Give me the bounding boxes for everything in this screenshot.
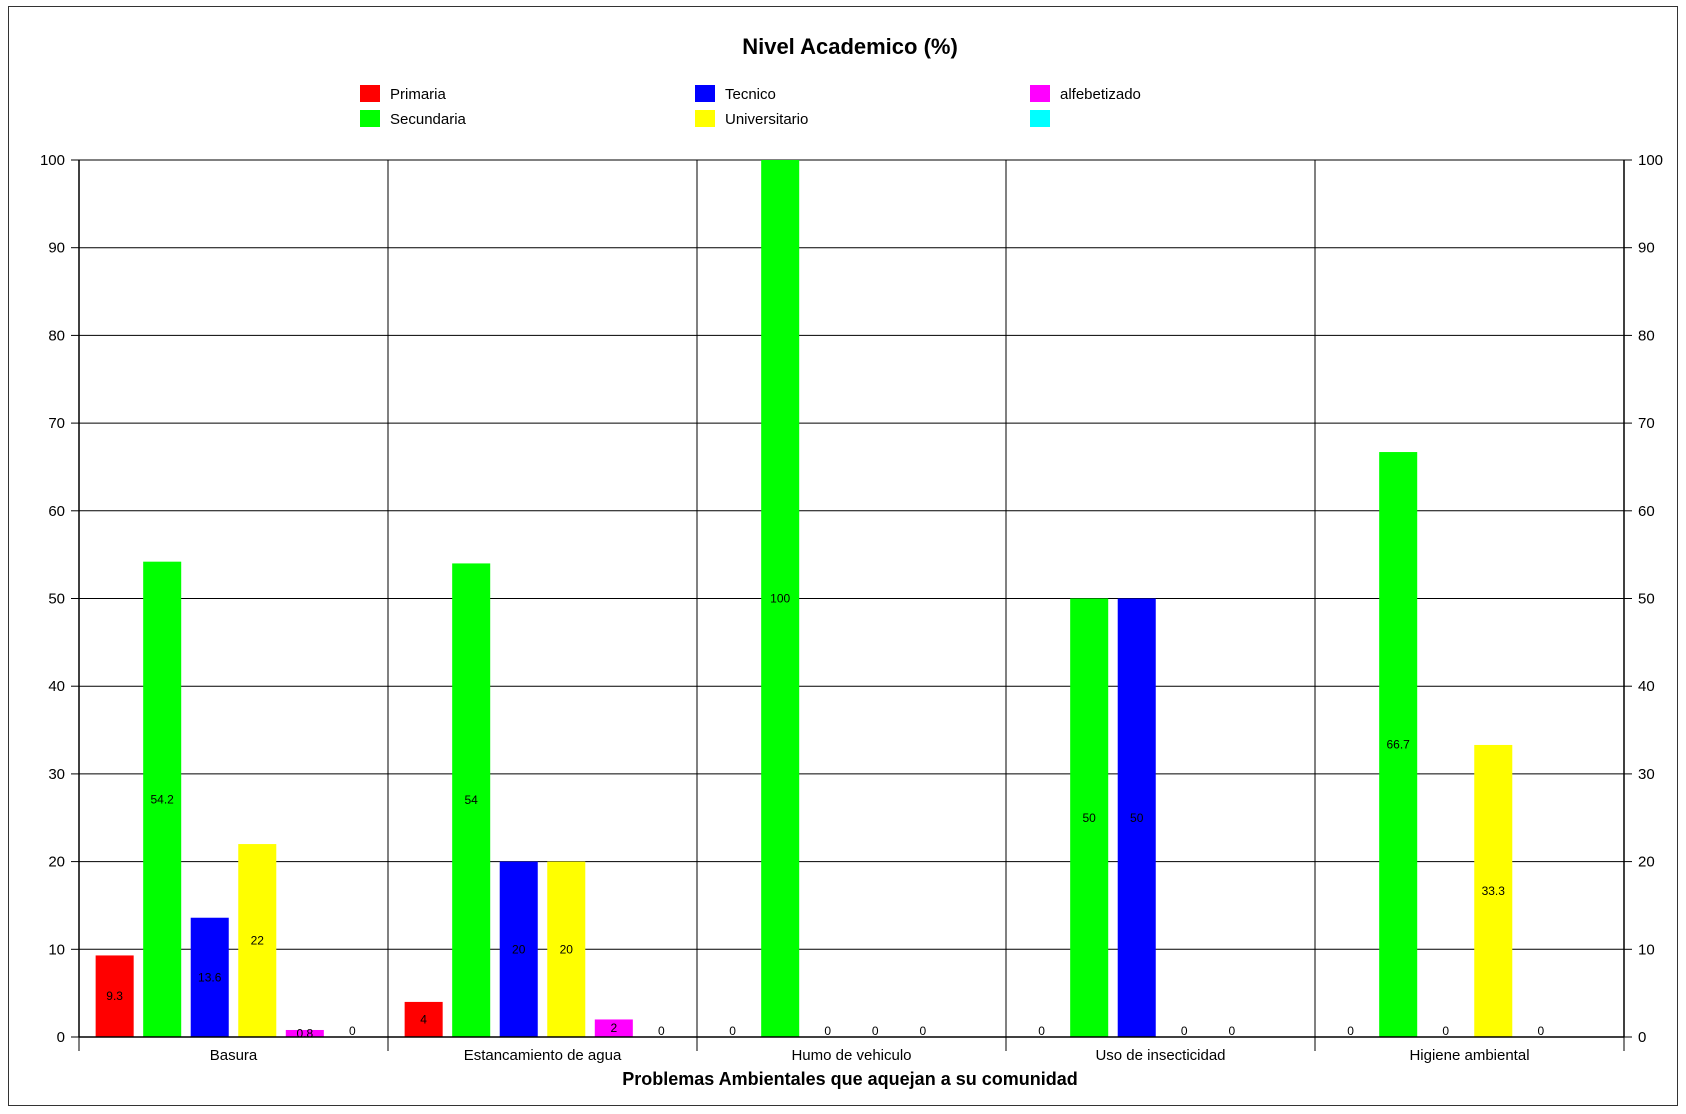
bar: [547, 861, 586, 1037]
data-label: 4: [420, 1012, 427, 1026]
y-tick-label-left: 0: [57, 1029, 65, 1046]
y-tick-label-left: 60: [48, 503, 65, 520]
legend-swatch: [695, 85, 715, 102]
y-tick-label-right: 20: [1638, 854, 1655, 871]
category-label: Basura: [210, 1047, 258, 1064]
data-label: 0: [1347, 1024, 1354, 1038]
legend-label: alfebetizado: [1060, 86, 1141, 103]
data-label: 66.7: [1387, 738, 1411, 752]
data-label: 22: [251, 934, 265, 948]
bar: [404, 1001, 443, 1037]
legend-swatch: [1030, 110, 1050, 127]
legend-swatch: [360, 85, 380, 102]
data-label: 0: [872, 1024, 879, 1038]
legend-swatch: [1030, 85, 1050, 102]
data-label: 54.2: [151, 792, 175, 806]
y-tick-label-right: 60: [1638, 503, 1655, 520]
y-tick-label-left: 40: [48, 678, 65, 695]
bar: [95, 955, 134, 1037]
data-label: 13.6: [198, 970, 222, 984]
y-tick-label-right: 100: [1638, 152, 1663, 169]
category-label: Higiene ambiental: [1409, 1047, 1529, 1064]
data-label: 0: [658, 1024, 665, 1038]
y-tick-label-left: 100: [40, 152, 65, 169]
y-tick-label-right: 0: [1638, 1029, 1646, 1046]
legend-label: Tecnico: [725, 86, 776, 103]
bar: [1474, 744, 1513, 1037]
y-tick-label-right: 40: [1638, 678, 1655, 695]
category-label: Humo de vehiculo: [791, 1047, 911, 1064]
data-label: 54: [465, 793, 479, 807]
bar: [285, 1029, 324, 1037]
legend-label: Primaria: [390, 86, 446, 103]
data-label: 50: [1083, 811, 1097, 825]
bar: [594, 1019, 633, 1037]
category-label: Estancamiento de agua: [464, 1047, 622, 1064]
bar: [143, 561, 182, 1037]
legend-swatch: [695, 110, 715, 127]
bar: [499, 861, 538, 1037]
y-tick-label-right: 30: [1638, 766, 1655, 783]
category-label: Uso de insecticidad: [1095, 1047, 1225, 1064]
data-label: 0: [1537, 1024, 1544, 1038]
data-label: 0: [1442, 1024, 1449, 1038]
legend-label: Universitario: [725, 111, 808, 128]
bar: [1070, 598, 1109, 1037]
y-tick-label-left: 90: [48, 240, 65, 257]
y-tick-label-left: 20: [48, 854, 65, 871]
bar: [190, 917, 229, 1037]
y-tick-label-right: 10: [1638, 941, 1655, 958]
y-tick-label-right: 70: [1638, 415, 1655, 432]
y-tick-label-right: 80: [1638, 327, 1655, 344]
y-tick-label-left: 50: [48, 591, 65, 608]
bar: [1379, 452, 1418, 1037]
data-label: 0: [1181, 1024, 1188, 1038]
data-label: 0.8: [296, 1026, 313, 1040]
data-label: 0: [1228, 1024, 1235, 1038]
data-label: 100: [770, 592, 790, 606]
data-label: 0: [729, 1024, 736, 1038]
data-label: 0: [1038, 1024, 1045, 1038]
legend-label: Secundaria: [390, 111, 467, 128]
data-label: 20: [512, 942, 526, 956]
data-label: 50: [1130, 811, 1144, 825]
data-label: 9.3: [106, 989, 123, 1003]
y-tick-label-right: 90: [1638, 240, 1655, 257]
bar: [1117, 598, 1156, 1037]
bar: [761, 160, 800, 1037]
chart-title: Nivel Academico (%): [742, 34, 958, 59]
legend-swatch: [360, 110, 380, 127]
bar: [238, 844, 277, 1037]
y-tick-label-left: 10: [48, 941, 65, 958]
bar: [452, 563, 491, 1037]
data-label: 20: [560, 942, 574, 956]
data-label: 33.3: [1482, 884, 1506, 898]
data-label: 0: [919, 1024, 926, 1038]
legend: Primaria Secundaria Tecnico Universitario al…: [360, 85, 1141, 128]
data-label: 2: [610, 1021, 617, 1035]
data-label: 0: [349, 1024, 356, 1038]
y-tick-label-left: 80: [48, 327, 65, 344]
x-axis-title: Problemas Ambientales que aquejan a su c…: [622, 1069, 1077, 1089]
bars: [95, 160, 1513, 1037]
y-tick-label-left: 70: [48, 415, 65, 432]
data-label: 0: [824, 1024, 831, 1038]
y-tick-label-right: 50: [1638, 591, 1655, 608]
y-tick-label-left: 30: [48, 766, 65, 783]
